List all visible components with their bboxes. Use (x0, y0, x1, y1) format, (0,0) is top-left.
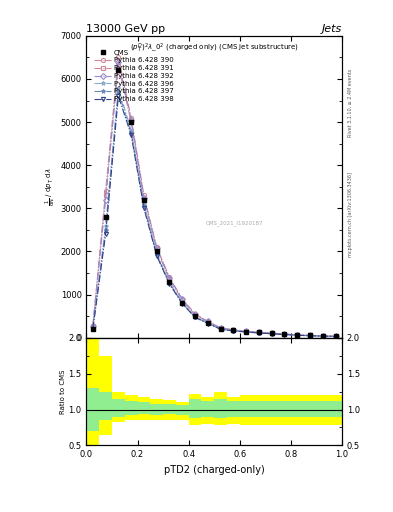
X-axis label: pTD2 (charged-only): pTD2 (charged-only) (164, 465, 264, 475)
Text: CMS_2021_I1920187: CMS_2021_I1920187 (206, 220, 263, 226)
Y-axis label: Ratio to CMS: Ratio to CMS (60, 369, 66, 414)
Text: Jets: Jets (321, 24, 342, 34)
Y-axis label: $\mathregular{\frac{1}{\mathrm{d}N}}$ / $\mathrm{d}p_T$ $\mathrm{d}\lambda$: $\mathregular{\frac{1}{\mathrm{d}N}}$ / … (44, 167, 58, 206)
Text: 13000 GeV pp: 13000 GeV pp (86, 24, 165, 34)
Text: Rivet 3.1.10, ≥ 2.4M events: Rivet 3.1.10, ≥ 2.4M events (348, 68, 353, 137)
Legend: CMS, Pythia 6.428 390, Pythia 6.428 391, Pythia 6.428 392, Pythia 6.428 396, Pyt: CMS, Pythia 6.428 390, Pythia 6.428 391,… (92, 48, 175, 103)
Text: mcplots.cern.ch [arXiv:1306.3436]: mcplots.cern.ch [arXiv:1306.3436] (348, 173, 353, 258)
Text: $(p_T^D)^2\lambda\_0^2$ (charged only) (CMS jet substructure): $(p_T^D)^2\lambda\_0^2$ (charged only) (… (130, 42, 299, 55)
